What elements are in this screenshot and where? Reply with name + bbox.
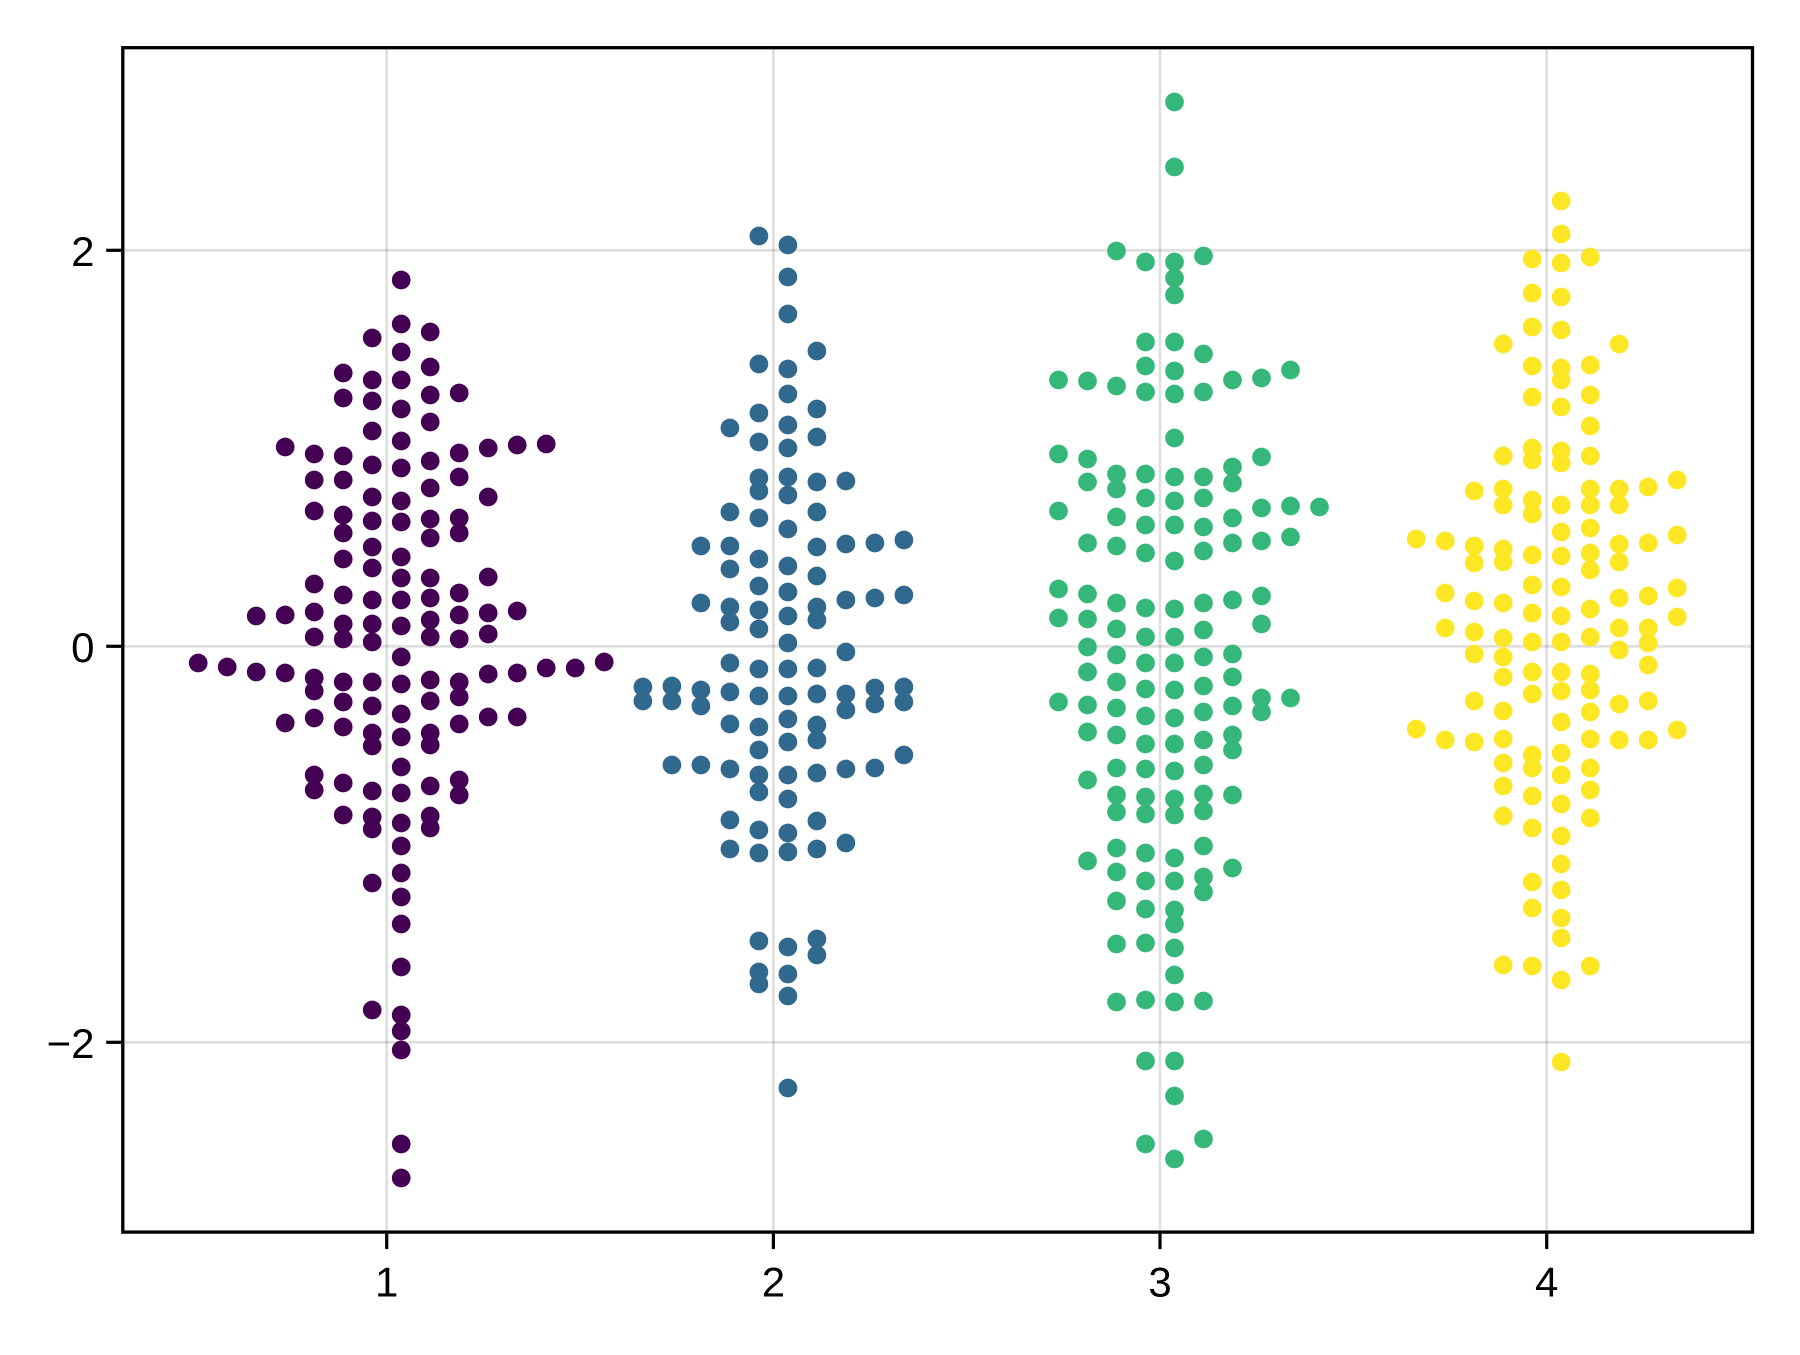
svg-text:4: 4 bbox=[1535, 1259, 1558, 1306]
svg-text:2: 2 bbox=[762, 1259, 785, 1306]
svg-text:0: 0 bbox=[71, 624, 94, 671]
svg-text:−2: −2 bbox=[47, 1020, 95, 1067]
svg-text:3: 3 bbox=[1148, 1259, 1171, 1306]
svg-text:2: 2 bbox=[71, 228, 94, 275]
svg-text:1: 1 bbox=[375, 1259, 398, 1306]
